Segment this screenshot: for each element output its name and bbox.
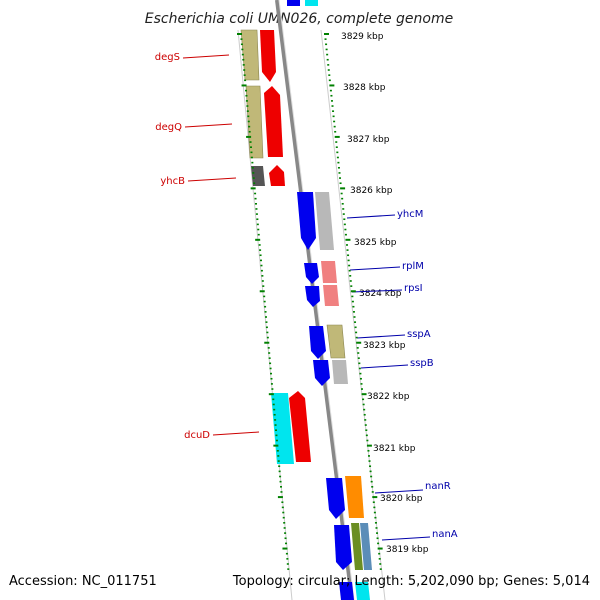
tick-label: 3828 kbp bbox=[343, 83, 386, 93]
gene-sspB-arrow bbox=[313, 360, 330, 386]
gene-label-rplM: rplM bbox=[402, 261, 424, 272]
gene-partial-bottom bbox=[339, 582, 354, 600]
label-leader bbox=[346, 214, 396, 219]
gene-rpsI bbox=[323, 285, 339, 306]
reverse-gene-labels: yhcM rplM rpsI sspA sspB nanR nanA bbox=[346, 209, 458, 541]
label-leader bbox=[381, 536, 431, 541]
gene-label-yhcM: yhcM bbox=[397, 209, 423, 220]
tick-label: 3820 kbp bbox=[380, 494, 423, 504]
gene-degS bbox=[240, 29, 260, 81]
gene-degS-arrow bbox=[260, 30, 276, 82]
gene-nanA bbox=[351, 523, 363, 570]
gene-partial-top bbox=[287, 0, 300, 6]
tick-label: 3827 kbp bbox=[347, 135, 390, 145]
gene-dcuD-arrow bbox=[289, 391, 311, 462]
label-leader bbox=[360, 364, 409, 369]
gene-label-dcuD: dcuD bbox=[184, 430, 210, 441]
gene-rpsI-arrow bbox=[305, 286, 320, 307]
label-leader bbox=[356, 334, 406, 339]
forward-strand-genes bbox=[240, 29, 311, 464]
gene-rplM-arrow bbox=[304, 263, 319, 284]
tick-label: 3824 kbp bbox=[359, 289, 402, 299]
gene-label-sspA: sspA bbox=[407, 329, 431, 340]
label-leader bbox=[184, 123, 233, 128]
label-leader bbox=[212, 431, 260, 436]
gene-label-degS: degS bbox=[155, 52, 180, 63]
gene-sspB bbox=[332, 360, 348, 384]
scale-labels: 3829 kbp 3828 kbp 3827 kbp 3826 kbp 3825… bbox=[341, 32, 429, 555]
gene-yhcM-arrow bbox=[297, 192, 316, 250]
gene-nanR-arrow bbox=[326, 478, 345, 519]
gene-yhcM bbox=[315, 192, 334, 250]
gene-label-yhcB: yhcB bbox=[160, 176, 185, 187]
tick-label: 3825 kbp bbox=[354, 238, 397, 248]
gene-yhcB-arrow bbox=[269, 165, 285, 186]
tick-label: 3821 kbp bbox=[373, 444, 416, 454]
label-leader bbox=[349, 266, 401, 271]
forward-gene-labels: degS degQ yhcB dcuD bbox=[155, 52, 260, 441]
tick-label: 3822 kbp bbox=[367, 392, 410, 402]
label-leader bbox=[351, 289, 403, 293]
gene-nanA-extra bbox=[360, 523, 372, 570]
gene-degQ bbox=[245, 85, 264, 159]
gene-nanR bbox=[345, 476, 364, 518]
lane-edge bbox=[320, 29, 386, 600]
reverse-strand-genes bbox=[297, 192, 372, 600]
tick-label: 3826 kbp bbox=[350, 186, 393, 196]
lane-edge bbox=[237, 29, 293, 600]
tick-label: 3819 kbp bbox=[386, 545, 429, 555]
gene-yhcB bbox=[251, 166, 265, 186]
gene-label-degQ: degQ bbox=[155, 122, 182, 133]
topology-text: Topology: circular; Length: 5,202,090 bp… bbox=[232, 574, 590, 589]
gene-sspA-arrow bbox=[309, 326, 326, 359]
tick-marks bbox=[237, 33, 383, 570]
gene-partial-top bbox=[305, 0, 318, 6]
gene-label-rpsI: rpsI bbox=[404, 283, 423, 294]
gene-rplM bbox=[321, 261, 337, 283]
label-leader bbox=[187, 177, 237, 182]
gene-nanA-arrow bbox=[334, 525, 352, 570]
tick-label: 3829 kbp bbox=[341, 32, 384, 42]
gene-degQ-arrow bbox=[264, 86, 283, 157]
gene-partial-bottom bbox=[355, 582, 370, 600]
accession-text: Accession: NC_011751 bbox=[9, 574, 157, 589]
gene-label-nanA: nanA bbox=[432, 529, 458, 540]
tick-label: 3823 kbp bbox=[363, 341, 406, 351]
label-leader bbox=[374, 489, 424, 494]
map-title: Escherichia coli UMN026, complete genome bbox=[145, 11, 453, 27]
gene-label-nanR: nanR bbox=[425, 481, 451, 492]
gene-sspA bbox=[326, 324, 346, 359]
label-leader bbox=[182, 54, 230, 59]
gene-label-sspB: sspB bbox=[410, 358, 434, 369]
